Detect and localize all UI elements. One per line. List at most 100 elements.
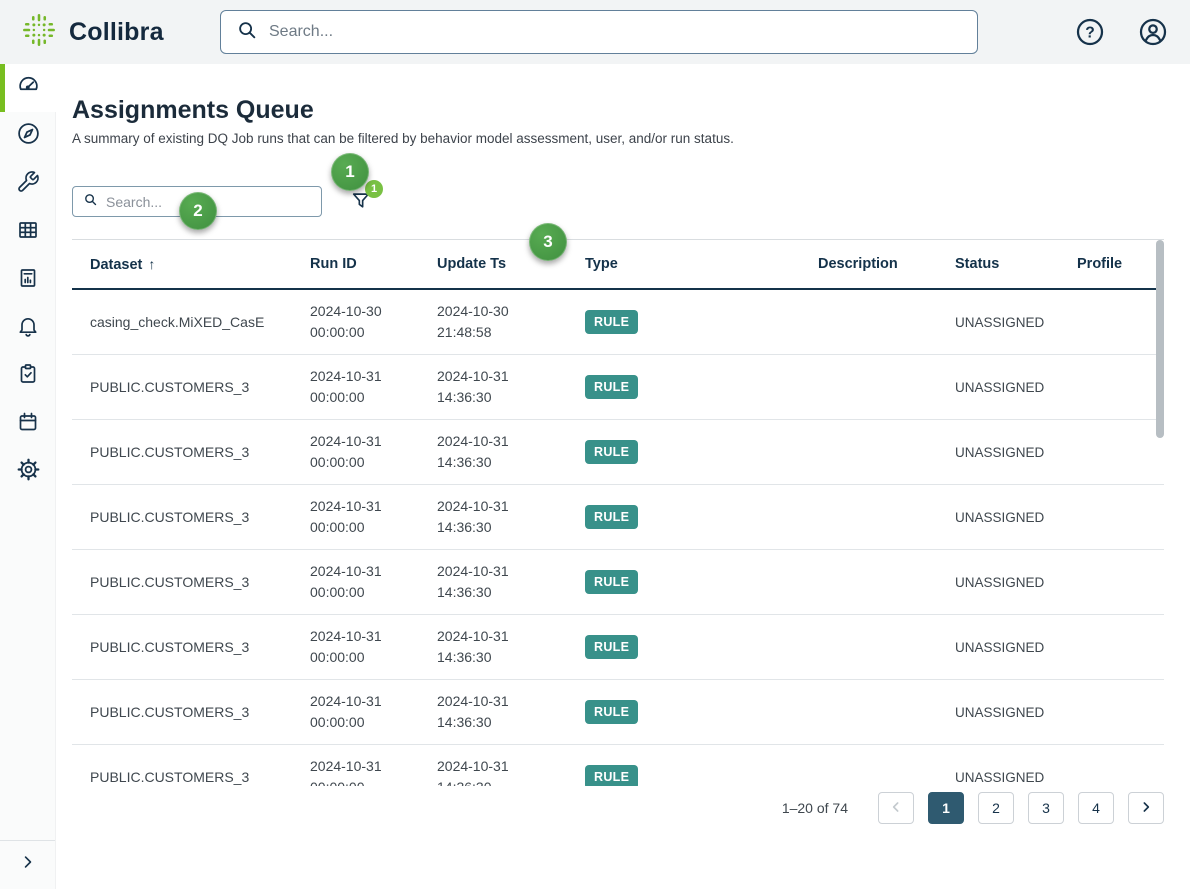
pagination-range: 1–20 of 74	[781, 800, 848, 816]
type-cell: RULE	[585, 310, 818, 334]
table-header-row: Dataset ↑ Run ID Update Ts Type Descripti…	[72, 240, 1164, 290]
pagination-page-button[interactable]: 3	[1028, 792, 1064, 824]
dataset-cell: PUBLIC.CUSTOMERS_3	[90, 574, 250, 590]
type-badge: RULE	[585, 310, 639, 334]
sidebar-item-scheduler[interactable]	[0, 400, 56, 448]
column-header-update-ts[interactable]: Update Ts	[437, 256, 507, 272]
run-id-cell: 2024-10-30 00:00:00	[310, 303, 382, 340]
type-badge: RULE	[585, 765, 639, 786]
run-id-cell: 2024-10-31 00:00:00	[310, 563, 382, 600]
annotation-step-1: 1	[331, 153, 369, 191]
sidebar-item-dashboard[interactable]	[0, 64, 56, 112]
update-ts-cell: 2024-10-31 14:36:30	[437, 758, 509, 786]
run-id-cell: 2024-10-31 00:00:00	[310, 368, 382, 405]
status-cell: UNASSIGNED	[955, 509, 1045, 525]
pagination-next-button[interactable]	[1128, 792, 1164, 824]
sidebar-expand-button[interactable]	[0, 847, 56, 879]
sidebar-item-tools[interactable]	[0, 160, 56, 208]
dataset-cell: casing_check.MiXED_CasE	[90, 314, 265, 330]
dataset-cell: PUBLIC.CUSTOMERS_3	[90, 379, 250, 395]
sidebar-item-explore[interactable]	[0, 112, 56, 160]
sidebar-item-jobs[interactable]	[0, 352, 56, 400]
type-cell: RULE	[585, 700, 818, 724]
table-row[interactable]: PUBLIC.CUSTOMERS_3 2024-10-31 00:00:00 2…	[72, 745, 1164, 786]
type-cell: RULE	[585, 440, 818, 464]
type-cell: RULE	[585, 765, 818, 786]
wrench-icon	[16, 170, 40, 199]
column-header-profile[interactable]: Profile	[1077, 256, 1123, 272]
status-cell: UNASSIGNED	[955, 379, 1045, 395]
collibra-logo-icon	[20, 11, 58, 54]
profile-icon	[1138, 18, 1168, 50]
sidebar-item-catalog[interactable]	[0, 208, 56, 256]
table-row[interactable]: PUBLIC.CUSTOMERS_3 2024-10-31 00:00:00 2…	[72, 680, 1164, 745]
help-button[interactable]: ?	[1075, 17, 1105, 47]
dataset-cell: PUBLIC.CUSTOMERS_3	[90, 444, 250, 460]
brand: Collibra	[20, 11, 164, 54]
type-badge: RULE	[585, 700, 639, 724]
dataset-cell: PUBLIC.CUSTOMERS_3	[90, 769, 250, 785]
status-cell: UNASSIGNED	[955, 314, 1045, 330]
pagination-page-button[interactable]: 2	[978, 792, 1014, 824]
update-ts-cell: 2024-10-31 14:36:30	[437, 368, 509, 405]
filter-funnel-icon	[350, 192, 372, 215]
main-content: Assignments Queue A summary of existing …	[56, 64, 1190, 889]
filter-row: 1	[72, 179, 1164, 217]
update-ts-cell: 2024-10-31 14:36:30	[437, 433, 509, 470]
global-search[interactable]	[220, 10, 978, 54]
sidebar-item-alerts[interactable]	[0, 304, 56, 352]
table-row[interactable]: PUBLIC.CUSTOMERS_3 2024-10-31 00:00:00 2…	[72, 485, 1164, 550]
pagination-page-button[interactable]: 4	[1078, 792, 1114, 824]
sidebar	[0, 64, 56, 889]
global-search-input[interactable]	[269, 23, 962, 41]
table-row[interactable]: PUBLIC.CUSTOMERS_3 2024-10-31 00:00:00 2…	[72, 550, 1164, 615]
table-body: casing_check.MiXED_CasE 2024-10-30 00:00…	[72, 290, 1164, 786]
filter-button[interactable]: 1	[349, 179, 383, 215]
sidebar-item-admin[interactable]	[0, 448, 56, 496]
gear-icon	[16, 457, 41, 487]
run-id-cell: 2024-10-31 00:00:00	[310, 433, 382, 470]
gauge-icon	[16, 73, 41, 103]
filter-count-badge: 1	[365, 179, 383, 198]
annotation-step-2: 2	[179, 192, 217, 230]
dataset-cell: PUBLIC.CUSTOMERS_3	[90, 509, 250, 525]
table-row[interactable]: casing_check.MiXED_CasE 2024-10-30 00:00…	[72, 290, 1164, 355]
assignments-table: Dataset ↑ Run ID Update Ts Type Descripti…	[72, 239, 1164, 786]
table-row[interactable]: PUBLIC.CUSTOMERS_3 2024-10-31 00:00:00 2…	[72, 355, 1164, 420]
update-ts-cell: 2024-10-31 14:36:30	[437, 498, 509, 535]
type-badge: RULE	[585, 505, 639, 529]
type-cell: RULE	[585, 570, 818, 594]
column-header-dataset[interactable]: Dataset ↑	[90, 255, 156, 273]
update-ts-cell: 2024-10-30 21:48:58	[437, 303, 509, 340]
sidebar-divider	[0, 840, 55, 841]
column-header-type[interactable]: Type	[585, 256, 618, 272]
type-badge: RULE	[585, 440, 639, 464]
pagination-prev-button[interactable]	[878, 792, 914, 824]
chevron-right-icon	[19, 853, 37, 874]
page-subtitle: A summary of existing DQ Job runs that c…	[72, 131, 734, 146]
top-bar: Collibra ?	[0, 0, 1190, 64]
table-row[interactable]: PUBLIC.CUSTOMERS_3 2024-10-31 00:00:00 2…	[72, 420, 1164, 485]
report-icon	[16, 266, 40, 295]
table-scrollbar[interactable]	[1156, 240, 1164, 438]
brand-name: Collibra	[69, 17, 164, 46]
annotation-step-3: 3	[529, 223, 567, 261]
type-badge: RULE	[585, 570, 639, 594]
run-id-cell: 2024-10-31 00:00:00	[310, 498, 382, 535]
run-id-cell: 2024-10-31 00:00:00	[310, 628, 382, 665]
calendar-icon	[16, 410, 40, 439]
table-row[interactable]: PUBLIC.CUSTOMERS_3 2024-10-31 00:00:00 2…	[72, 615, 1164, 680]
compass-icon	[16, 121, 41, 151]
column-header-description[interactable]: Description	[818, 256, 898, 272]
status-cell: UNASSIGNED	[955, 639, 1045, 655]
column-header-status[interactable]: Status	[955, 256, 1000, 272]
run-id-cell: 2024-10-31 00:00:00	[310, 693, 382, 730]
sidebar-item-reports[interactable]	[0, 256, 56, 304]
sort-asc-icon: ↑	[148, 255, 156, 272]
pagination-page-button[interactable]: 1	[928, 792, 964, 824]
column-header-run-id[interactable]: Run ID	[310, 256, 357, 272]
search-icon	[236, 19, 258, 46]
grid-icon	[16, 218, 40, 247]
page-title: Assignments Queue	[72, 96, 314, 124]
profile-button[interactable]	[1138, 17, 1168, 47]
